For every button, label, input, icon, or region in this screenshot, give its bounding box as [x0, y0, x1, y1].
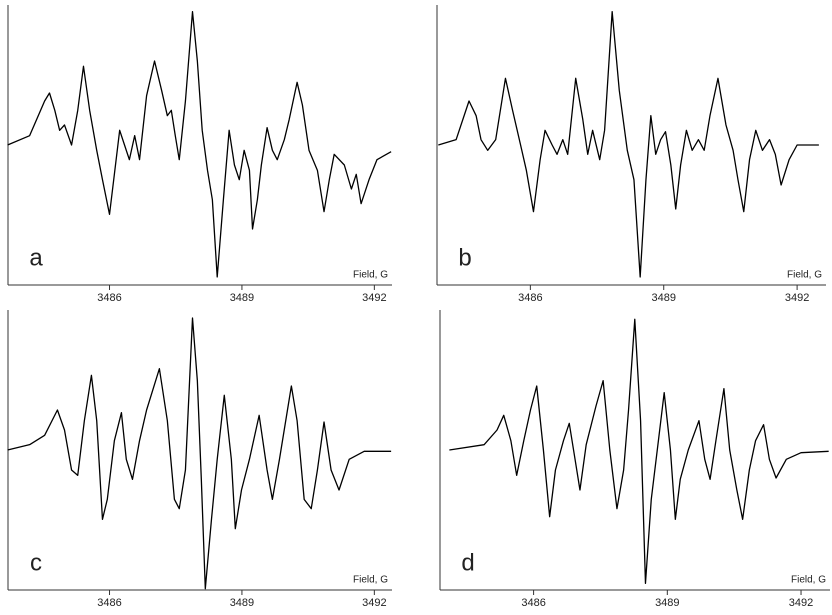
x-tick-label: 3489: [230, 292, 254, 304]
panel-label: b: [458, 244, 471, 271]
x-tick-label: 3486: [521, 597, 545, 609]
x-tick-label: 3489: [230, 597, 254, 609]
x-tick-label: 3486: [97, 292, 121, 304]
spectrum-line: [7, 317, 392, 590]
x-tick-label: 3486: [518, 292, 542, 304]
panel-label: c: [30, 549, 42, 576]
x-tick-label: 3486: [97, 597, 121, 609]
x-tick-label: 3492: [362, 292, 386, 304]
x-tick-label: 3489: [655, 597, 679, 609]
x-axis-label: Field, G: [791, 575, 826, 586]
x-axis-label: Field, G: [787, 270, 822, 281]
spectrum-line: [438, 11, 819, 278]
x-axis-label: Field, G: [353, 575, 388, 586]
panel-label: a: [29, 244, 43, 271]
x-axis-label: Field, G: [353, 270, 388, 281]
x-tick-label: 3492: [362, 597, 386, 609]
panel-label: d: [461, 549, 474, 576]
x-tick-label: 3492: [789, 597, 813, 609]
x-tick-label: 3489: [651, 292, 675, 304]
spectrum-line: [7, 11, 392, 278]
x-tick-label: 3492: [785, 292, 809, 304]
spectrum-line: [449, 318, 829, 584]
